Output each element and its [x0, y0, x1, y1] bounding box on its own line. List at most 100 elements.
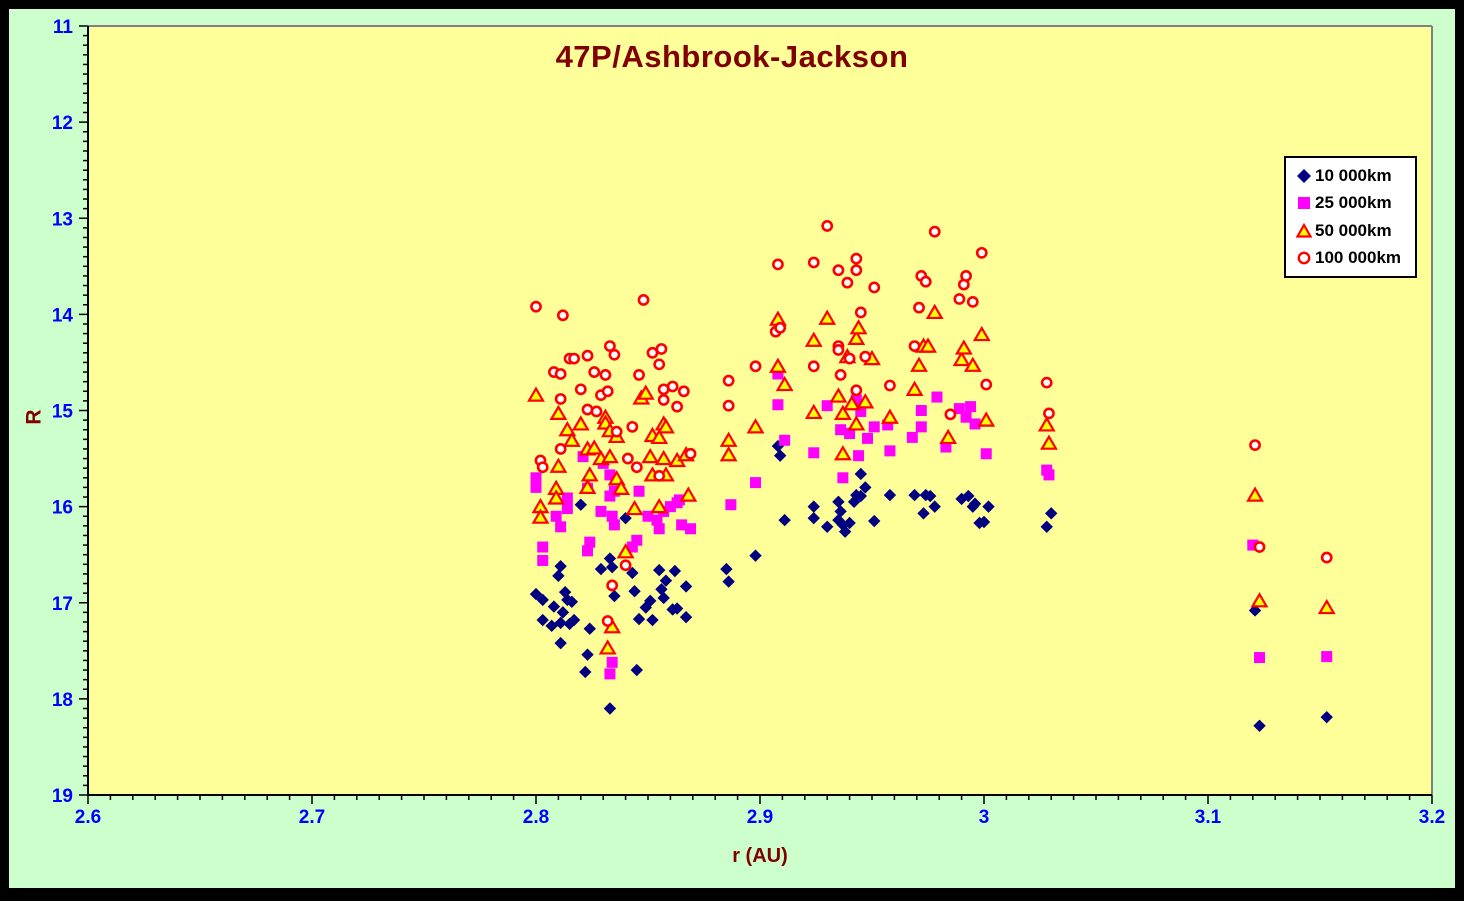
data-point-100000km: [610, 425, 623, 438]
data-point-100000km: [556, 309, 569, 322]
data-point-10000km: [977, 515, 991, 529]
data-point-100000km: [621, 452, 634, 465]
data-point-100000km: [1249, 439, 1261, 452]
data-point-100000km: [841, 276, 854, 289]
data-point-100000km: [671, 400, 684, 413]
data-point-50000km: [905, 380, 924, 396]
data-point-50000km: [580, 466, 599, 482]
data-point-100000km: [884, 379, 896, 392]
data-point-100000km: [604, 340, 616, 352]
data-point-50000km: [657, 418, 675, 434]
data-point-10000km: [626, 566, 639, 580]
data-point-100000km: [601, 385, 614, 398]
data-point-10000km: [778, 513, 791, 527]
data-point-10000km: [536, 613, 549, 627]
data-point-50000km: [598, 639, 617, 655]
x-tick-label: 3.1: [1195, 807, 1222, 828]
data-point-50000km: [847, 329, 866, 346]
data-point-25000km: [633, 485, 645, 497]
data-point-10000km: [955, 492, 968, 506]
data-point-50000km: [856, 393, 875, 409]
data-point-10000km: [554, 616, 567, 630]
legend-label: 100 000km: [1315, 248, 1402, 268]
data-point-10000km: [594, 562, 608, 576]
data-point-10000km: [854, 489, 867, 503]
data-point-100000km: [722, 374, 735, 387]
data-point-25000km: [530, 481, 542, 493]
data-point-10000km: [1045, 507, 1058, 520]
data-point-10000km: [883, 488, 897, 502]
data-point-100000km: [928, 225, 941, 238]
data-point-10000km: [807, 500, 820, 513]
y-tick-label: 14: [52, 305, 74, 326]
data-point-100000km: [1320, 551, 1333, 564]
data-point-25000km: [631, 534, 643, 546]
data-point-25000km: [608, 519, 620, 531]
data-point-10000km: [1320, 710, 1333, 724]
data-point-25000km: [626, 541, 638, 553]
data-point-100000km: [953, 293, 966, 305]
data-point-50000km: [829, 387, 848, 403]
data-point-25000km: [953, 403, 965, 415]
data-point-50000km: [925, 303, 944, 320]
data-point-25000km: [844, 428, 856, 440]
data-point-25000km: [1254, 652, 1266, 664]
data-point-10000km: [928, 500, 941, 513]
data-point-25000km: [853, 450, 865, 462]
data-point-100000km: [749, 360, 762, 373]
data-point-50000km: [849, 319, 868, 335]
data-point-10000km: [554, 636, 567, 650]
data-point-25000km: [606, 656, 618, 668]
data-point-100000km: [834, 369, 847, 381]
data-point-25000km: [882, 419, 894, 431]
data-point-10000km: [924, 489, 937, 503]
data-point-25000km: [606, 510, 618, 522]
data-point-25000km: [855, 405, 867, 417]
data-point-100000km: [630, 461, 643, 474]
data-point-25000km: [1247, 539, 1259, 551]
data-point-100000km: [850, 252, 863, 265]
data-point-10000km: [655, 583, 668, 596]
data-point-25000km: [868, 421, 880, 433]
data-point-100000km: [666, 380, 679, 393]
data-point-100000km: [684, 447, 697, 460]
data-point-25000km: [772, 368, 784, 380]
data-point-100000km: [807, 256, 820, 269]
data-point-10000km: [653, 563, 666, 577]
data-point-10000km: [720, 562, 733, 576]
data-point-100000km: [980, 378, 993, 391]
data-point-100000km: [859, 350, 872, 363]
data-point-50000km: [578, 478, 597, 494]
data-point-100000km: [588, 366, 601, 378]
data-point-50000km: [650, 497, 669, 514]
x-axis-title: r (AU): [732, 845, 788, 867]
square-icon: [1298, 197, 1310, 210]
data-point-25000km: [835, 424, 847, 436]
data-point-50000km: [963, 356, 982, 372]
legend-label: 50 000km: [1315, 220, 1392, 240]
data-point-10000km: [547, 600, 561, 613]
y-tick-label: 15: [52, 402, 74, 423]
legend: 10 000km 25 000km 50 000km 100 000km: [1284, 156, 1417, 278]
data-point-100000km: [843, 352, 856, 365]
data-point-100000km: [574, 383, 587, 396]
data-point-100000km: [908, 340, 921, 352]
data-point-50000km: [769, 357, 787, 373]
data-point-10000km: [821, 520, 834, 534]
data-point-10000km: [917, 507, 930, 520]
data-point-10000km: [1253, 719, 1266, 732]
data-point-10000km: [579, 665, 592, 679]
data-point-100000km: [832, 344, 845, 356]
triangle-icon: [1296, 222, 1312, 238]
data-point-25000km: [651, 514, 663, 526]
data-point-25000km: [653, 523, 665, 535]
data-point-25000km: [965, 401, 977, 413]
data-point-100000km: [960, 270, 972, 282]
legend-item: 50 000km: [1296, 218, 1415, 244]
data-point-50000km: [616, 543, 635, 559]
data-point-10000km: [603, 552, 617, 565]
data-point-50000km: [1037, 416, 1056, 432]
data-point-10000km: [563, 617, 576, 631]
data-point-25000km: [676, 519, 688, 531]
data-point-25000km: [550, 510, 562, 522]
